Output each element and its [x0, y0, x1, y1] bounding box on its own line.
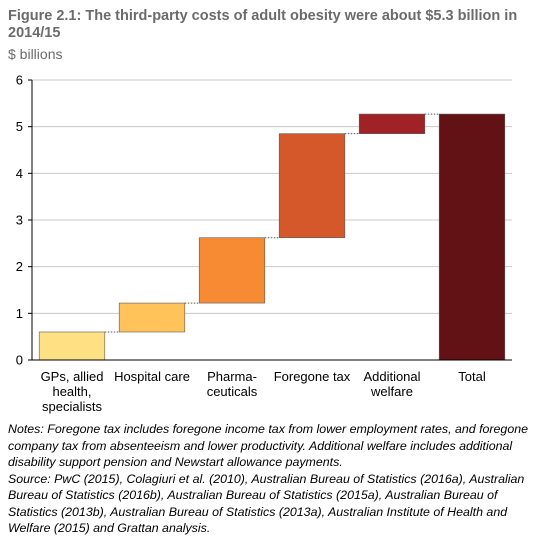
- x-tick-label: Pharma-ceuticals: [207, 369, 258, 399]
- y-tick-label: 1: [16, 306, 23, 321]
- chart-subtitle: $ billions: [8, 46, 63, 62]
- source-text: Source: PwC (2015), Colagiuri et al. (20…: [8, 471, 525, 536]
- y-tick-labels: 0 1 2 3 4 5 6: [16, 73, 23, 368]
- x-tick-label-line: Additional: [363, 369, 420, 384]
- bar: [198, 237, 266, 304]
- notes-block: Notes: Foregone tax includes foregone in…: [8, 421, 530, 537]
- bar: [278, 133, 346, 239]
- x-tick-labels: GPs, allied health, specialists Hospital ca…: [41, 369, 486, 414]
- y-tick-label: 4: [16, 166, 23, 181]
- x-tick-label-line: GPs, allied: [41, 369, 104, 384]
- x-tick-label-line: Foregone tax: [274, 369, 351, 384]
- x-tick-label: GPs, allied health, specialists: [41, 369, 104, 414]
- y-tick-label: 3: [16, 213, 23, 228]
- y-tick-label: 0: [16, 353, 23, 368]
- x-tick-label-line: health,: [52, 384, 91, 399]
- x-tick-label-line: Total: [458, 369, 486, 384]
- bars: [38, 113, 506, 361]
- chart-title: Figure 2.1: The third-party costs of adu…: [8, 8, 518, 41]
- connector-lines: [104, 113, 440, 333]
- notes-text: Notes: Foregone tax includes foregone in…: [8, 422, 528, 469]
- x-tick-label-line: Pharma-: [207, 369, 257, 384]
- y-tick-label: 5: [16, 119, 23, 134]
- bar: [358, 113, 426, 134]
- gridlines: [32, 79, 512, 314]
- x-tick-label-line: welfare: [370, 384, 413, 399]
- y-tick-label: 6: [16, 73, 23, 88]
- x-tick-label: Foregone tax: [274, 369, 351, 384]
- x-tick-label-line: specialists: [42, 399, 102, 414]
- x-tick-label: Total: [458, 369, 486, 384]
- x-tick-label-line: Hospital care: [114, 369, 190, 384]
- x-tick-label-line: ceuticals: [207, 384, 258, 399]
- y-tick-label: 2: [16, 259, 23, 274]
- x-tick-label: Hospital care: [114, 369, 190, 384]
- bar: [118, 302, 186, 333]
- waterfall-chart: 0 1 2 3 4 5 6 GPs, allied health, specialists Hos…: [16, 73, 512, 414]
- bar: [438, 113, 506, 361]
- bar: [38, 331, 106, 361]
- x-tick-label: Additional welfare: [363, 369, 420, 399]
- axes: [28, 79, 512, 361]
